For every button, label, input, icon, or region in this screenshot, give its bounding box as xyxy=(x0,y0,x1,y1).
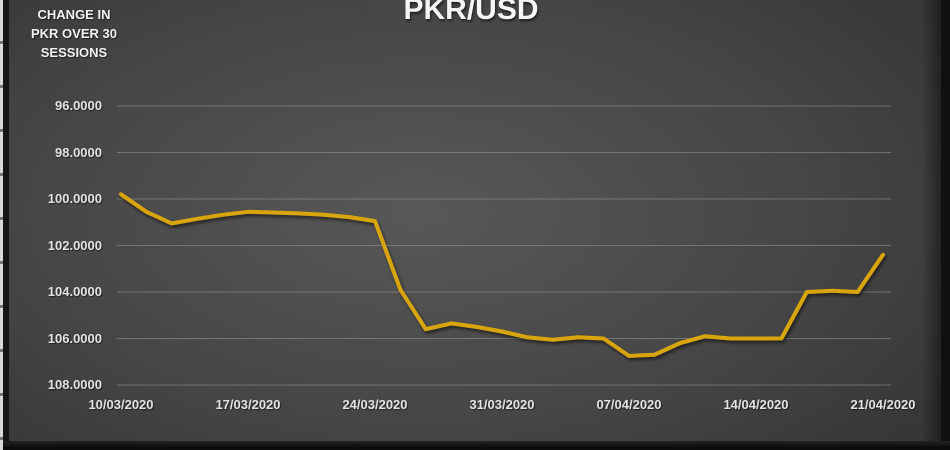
y-tick-label: 96.0000 xyxy=(55,98,102,113)
y-tick-label: 108.0000 xyxy=(47,377,102,392)
x-tick-label: 17/03/2020 xyxy=(215,397,281,412)
y-tick-label: 98.0000 xyxy=(55,144,102,160)
pkr-usd-line-series xyxy=(119,192,885,358)
x-tick-label: 24/03/2020 xyxy=(342,397,408,412)
x-tick-label: 10/03/2020 xyxy=(88,397,154,412)
right-edge-shade xyxy=(922,0,950,443)
x-tick-label: 21/04/2020 xyxy=(850,397,916,412)
bottom-frame-bar xyxy=(2,441,950,450)
chart-annotation: CHANGE IN PKR OVER 30 SESSIONS xyxy=(31,7,117,60)
y-tick-label: 104.0000 xyxy=(47,284,102,299)
x-tick-label: 31/03/2020 xyxy=(469,397,535,412)
y-tick-label: 100.0000 xyxy=(47,191,102,206)
gridlines xyxy=(117,105,891,386)
chart-title: PKR/USD xyxy=(403,0,539,26)
page-edge-ruler xyxy=(0,0,3,450)
x-tick-label: 07/04/2020 xyxy=(596,397,662,412)
y-tick-label: 106.0000 xyxy=(47,330,102,346)
y-tick-label: 102.0000 xyxy=(47,237,102,253)
x-tick-label: 14/04/2020 xyxy=(723,397,789,412)
